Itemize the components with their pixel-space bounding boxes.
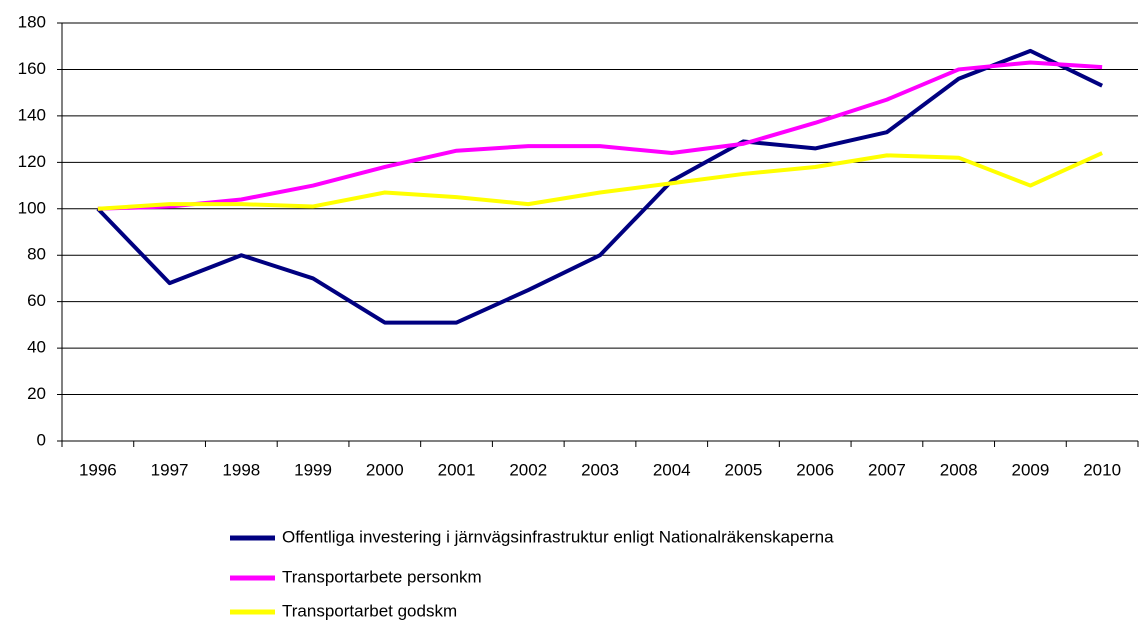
y-tick-label: 80	[27, 245, 46, 264]
legend-label: Offentliga investering i järnvägsinfrast…	[282, 527, 834, 546]
x-tick-label: 1997	[151, 460, 189, 479]
series-line	[96, 48, 1104, 325]
x-tick-label: 1996	[79, 460, 117, 479]
x-tick-label: 2002	[509, 460, 547, 479]
y-tick-label: 160	[18, 59, 46, 78]
x-tick-label: 2006	[796, 460, 834, 479]
y-tick-label: 40	[27, 338, 46, 357]
y-tick-label: 180	[18, 12, 46, 31]
x-tick-label: 1998	[222, 460, 260, 479]
x-tick-label: 2010	[1083, 460, 1121, 479]
x-tick-label: 2009	[1011, 460, 1049, 479]
series-line	[97, 151, 1103, 211]
x-tick-label: 2008	[940, 460, 978, 479]
y-tick-label: 140	[18, 105, 46, 124]
y-tick-label: 120	[18, 152, 46, 171]
y-tick-label: 60	[27, 291, 46, 310]
x-tick-label: 2001	[438, 460, 476, 479]
legend-label: Transportarbet godskm	[282, 601, 457, 620]
y-tick-label: 20	[27, 384, 46, 403]
x-tick-label: 2005	[725, 460, 763, 479]
x-tick-label: 2003	[581, 460, 619, 479]
legend-label: Transportarbete personkm	[282, 567, 482, 586]
series-line	[97, 60, 1103, 211]
x-tick-label: 2000	[366, 460, 404, 479]
x-tick-label: 2007	[868, 460, 906, 479]
y-tick-label: 0	[37, 430, 46, 449]
x-tick-label: 1999	[294, 460, 332, 479]
x-tick-label: 2004	[653, 460, 691, 479]
y-tick-label: 100	[18, 198, 46, 217]
